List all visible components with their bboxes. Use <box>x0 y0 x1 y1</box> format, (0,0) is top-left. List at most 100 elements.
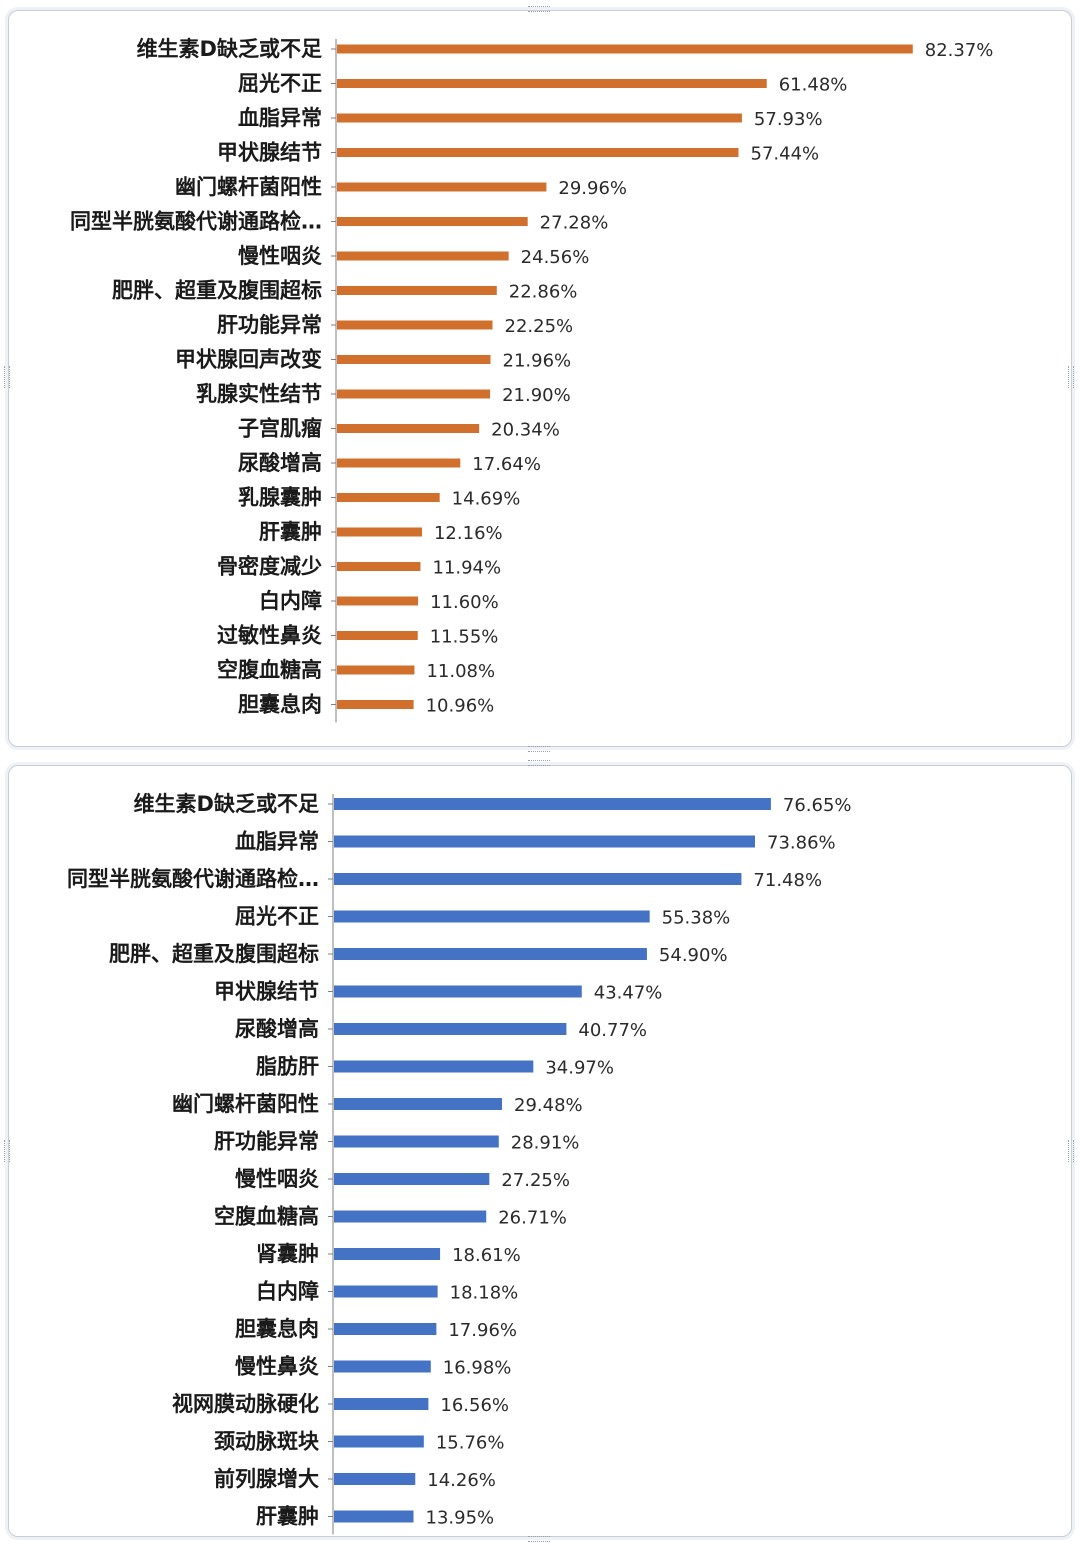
data-label: 10.96% <box>426 696 495 717</box>
bar <box>337 562 421 571</box>
bar <box>334 1360 431 1373</box>
data-label: 43.47% <box>594 983 663 1004</box>
data-label: 29.96% <box>558 178 627 199</box>
bar <box>337 665 415 675</box>
data-label: 34.97% <box>545 1058 614 1079</box>
bar-chart-top: 维生素D缺乏或不足 82.37% 屈光不正 61.48% 血脂异常 57.93% 甲状腺结节… <box>70 37 993 723</box>
bar <box>334 873 742 885</box>
bar <box>334 1323 437 1335</box>
bar <box>337 355 491 364</box>
category-label: 尿酸增高 <box>235 1017 319 1041</box>
bar <box>334 1398 429 1410</box>
category-label: 颈动脉斑块 <box>214 1430 320 1454</box>
category-label: 肥胖、超重及腹围超标 <box>109 942 319 966</box>
data-label: 57.93% <box>754 109 823 130</box>
data-label: 76.65% <box>783 795 852 816</box>
resize-handle-icon[interactable] <box>528 760 550 766</box>
category-label: 幽门螺杆菌阳性 <box>175 175 322 199</box>
bar <box>337 424 480 433</box>
category-label: 肥胖、超重及腹围超标 <box>112 279 322 303</box>
data-label: 55.38% <box>662 908 731 929</box>
bar <box>334 1435 424 1448</box>
category-label: 甲状腺结节 <box>214 980 319 1004</box>
bar <box>337 182 547 192</box>
category-label: 肝功能异常 <box>214 1130 319 1154</box>
resize-handle-icon[interactable] <box>4 366 10 388</box>
data-label: 27.25% <box>501 1170 570 1191</box>
data-label: 20.34% <box>491 420 560 441</box>
bar <box>334 1060 534 1073</box>
bar <box>337 320 493 330</box>
data-label: 21.96% <box>503 351 572 372</box>
bar <box>337 44 913 54</box>
data-label: 18.18% <box>450 1283 519 1304</box>
category-label: 慢性鼻炎 <box>235 1355 319 1379</box>
category-label: 血脂异常 <box>238 106 322 130</box>
data-label: 40.77% <box>578 1020 647 1041</box>
resize-handle-icon[interactable] <box>1068 1140 1074 1162</box>
bar <box>334 835 756 848</box>
data-label: 11.55% <box>430 627 499 648</box>
data-label: 11.08% <box>426 661 495 682</box>
chart-panel-top: 维生素D缺乏或不足 82.37% 屈光不正 61.48% 血脂异常 57.93% 甲状腺结节… <box>8 10 1072 747</box>
resize-handle-icon[interactable] <box>1068 366 1074 388</box>
category-label: 肝功能异常 <box>217 313 322 337</box>
bar <box>334 1210 487 1223</box>
bar <box>337 286 497 295</box>
category-label: 胆囊息肉 <box>238 693 322 717</box>
category-label: 幽门螺杆菌阳性 <box>172 1092 319 1116</box>
data-label: 12.16% <box>434 523 503 544</box>
bar <box>337 527 422 537</box>
category-label: 乳腺囊肿 <box>238 486 322 510</box>
bar <box>334 798 771 810</box>
data-label: 11.94% <box>432 558 501 579</box>
bar <box>337 113 742 123</box>
bar <box>334 1023 567 1035</box>
data-label: 22.25% <box>505 316 574 337</box>
category-label: 甲状腺结节 <box>217 141 322 165</box>
bar <box>334 1098 503 1110</box>
category-label: 脂肪肝 <box>256 1055 319 1079</box>
resize-handle-icon[interactable] <box>528 746 550 752</box>
chart-panel-bottom: 维生素D缺乏或不足 76.65% 血脂异常 73.86% 同型半胱氨酸代谢通路检… 71.… <box>8 765 1072 1537</box>
resize-handle-icon[interactable] <box>528 1536 550 1542</box>
bar <box>334 1248 441 1260</box>
data-label: 29.48% <box>514 1095 583 1116</box>
bar <box>337 79 767 88</box>
data-label: 17.96% <box>448 1320 517 1341</box>
category-label: 同型半胱氨酸代谢通路检… <box>67 867 319 891</box>
category-label: 前列腺增大 <box>214 1467 319 1491</box>
resize-handle-icon[interactable] <box>4 1140 10 1162</box>
category-label: 甲状腺回声改变 <box>175 348 322 372</box>
category-label: 维生素D缺乏或不足 <box>137 37 322 61</box>
data-label: 54.90% <box>659 945 728 966</box>
category-label: 过敏性鼻炎 <box>217 624 322 648</box>
bar <box>337 217 528 226</box>
resize-handle-icon[interactable] <box>528 6 550 12</box>
category-label: 慢性咽炎 <box>235 1167 319 1191</box>
category-label: 子宫肌瘤 <box>238 417 322 441</box>
data-label: 11.60% <box>430 592 499 613</box>
bar <box>337 148 739 157</box>
category-label: 空腹血糖高 <box>217 658 322 682</box>
bar <box>334 1510 414 1523</box>
category-label: 同型半胱氨酸代谢通路检… <box>70 210 322 234</box>
data-label: 15.76% <box>436 1433 505 1454</box>
category-label: 视网膜动脉硬化 <box>172 1392 319 1416</box>
category-label: 乳腺实性结节 <box>196 382 322 406</box>
data-label: 16.98% <box>443 1358 512 1379</box>
bar <box>334 985 582 998</box>
data-label: 71.48% <box>753 870 822 891</box>
category-label: 白内障 <box>259 589 322 613</box>
data-label: 27.28% <box>540 213 609 234</box>
category-label: 肾囊肿 <box>256 1242 319 1266</box>
bar <box>334 910 650 923</box>
category-label: 维生素D缺乏或不足 <box>134 792 319 816</box>
category-label: 慢性咽炎 <box>238 244 322 268</box>
bar <box>337 493 440 502</box>
data-label: 17.64% <box>472 454 541 475</box>
bar <box>337 458 461 468</box>
data-label: 21.90% <box>502 385 571 406</box>
data-label: 24.56% <box>521 247 590 268</box>
data-label: 18.61% <box>452 1245 521 1266</box>
